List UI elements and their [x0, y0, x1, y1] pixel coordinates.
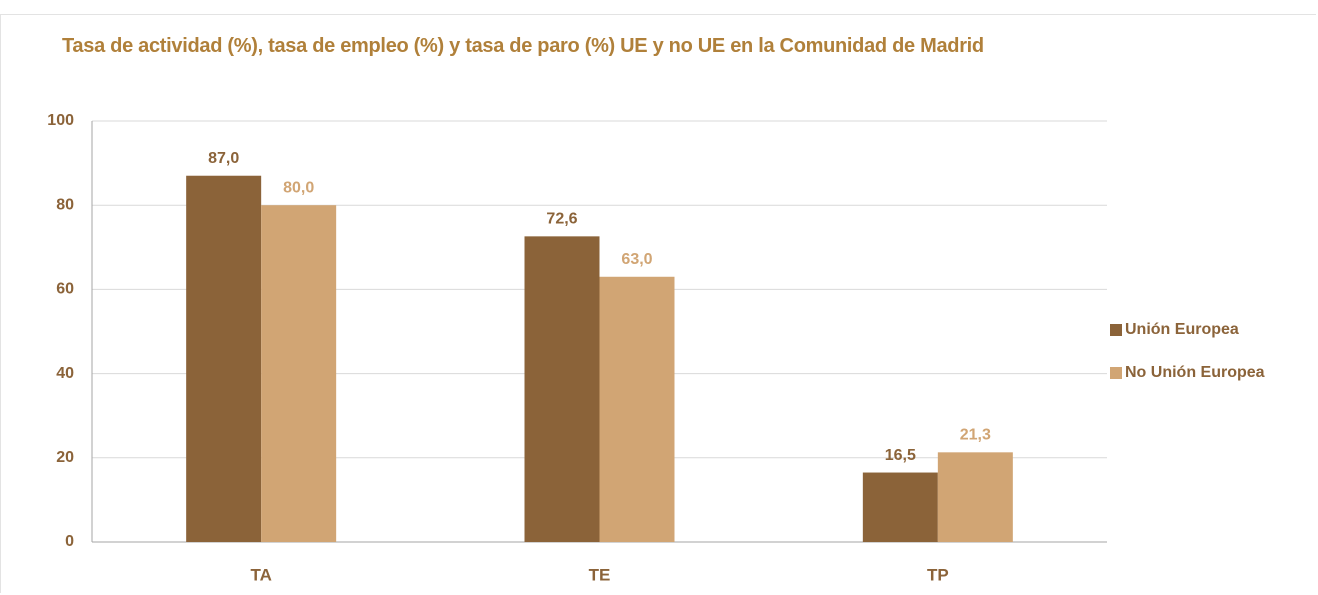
- data-label: 21,3: [960, 427, 991, 444]
- data-label: 16,5: [885, 447, 916, 464]
- legend-swatch: [1110, 367, 1122, 379]
- y-tick-label: 80: [56, 196, 74, 213]
- bar: [524, 236, 600, 542]
- data-label: 72,6: [546, 211, 577, 228]
- data-label: 87,0: [208, 150, 239, 167]
- x-tick-label: TA: [250, 565, 271, 584]
- bar: [186, 175, 262, 543]
- x-tick-label: TP: [927, 565, 949, 584]
- legend-swatch: [1110, 324, 1122, 336]
- chart-title: Tasa de actividad (%), tasa de empleo (%…: [62, 35, 984, 57]
- y-tick-label: 40: [56, 365, 74, 382]
- x-tick-label: TE: [589, 565, 611, 584]
- y-tick-label: 0: [65, 533, 74, 550]
- data-label: 80,0: [283, 179, 314, 196]
- legend-label: No Unión Europea: [1125, 364, 1265, 381]
- legend-label: Unión Europea: [1125, 321, 1239, 338]
- chart-frame: [0, 14, 1316, 593]
- bar: [261, 205, 337, 542]
- bar: [599, 276, 675, 542]
- y-tick-label: 60: [56, 281, 74, 298]
- bar: [862, 472, 938, 542]
- bar: [937, 452, 1013, 542]
- y-tick-label: 100: [47, 112, 74, 129]
- y-tick-label: 20: [56, 449, 74, 466]
- data-label: 63,0: [621, 251, 652, 268]
